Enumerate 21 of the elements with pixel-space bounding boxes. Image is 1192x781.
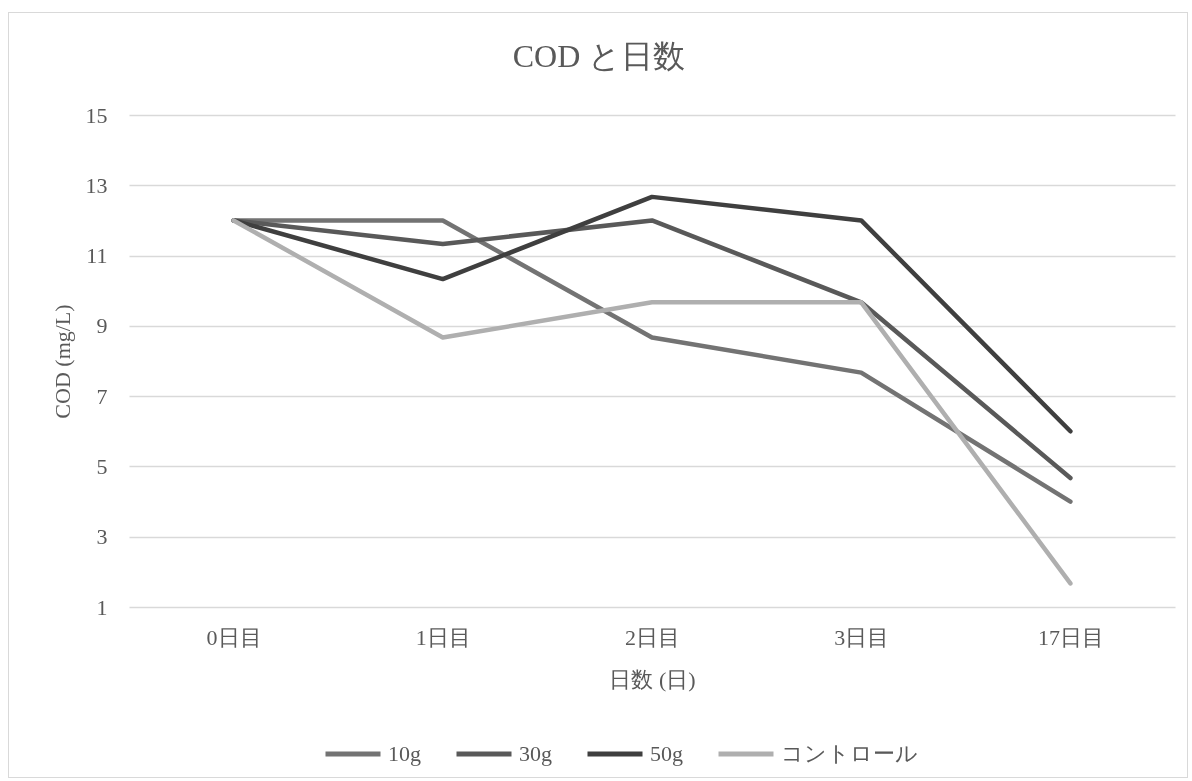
- x-tick-label: 0日目: [206, 624, 262, 650]
- x-tick-label: 17日目: [1037, 624, 1104, 650]
- line-series: [231, 218, 1073, 586]
- y-axis-title: COD (mg/L): [49, 304, 75, 419]
- legend-label: 10g: [388, 741, 421, 766]
- y-tick-label: 13: [85, 172, 108, 198]
- legend-label: コントロール: [781, 741, 918, 766]
- legend-label: 50g: [650, 741, 683, 766]
- y-tick-label: 11: [86, 243, 108, 269]
- x-tick-label: 3日目: [834, 624, 890, 650]
- legend-label: 30g: [519, 741, 552, 766]
- x-axis-title: 日数 (日): [609, 666, 696, 692]
- y-tick-label: 7: [96, 383, 108, 409]
- y-tick-label: 3: [96, 524, 108, 550]
- y-tick-label: 15: [85, 102, 108, 128]
- x-tick-label: 2日目: [625, 624, 680, 650]
- chart-title: COD と日数: [512, 38, 686, 74]
- x-tick-label: 1日目: [415, 624, 471, 650]
- y-tick-label: 1: [96, 594, 108, 620]
- y-tick-label: 9: [96, 313, 108, 339]
- y-tick-label: 5: [96, 453, 108, 479]
